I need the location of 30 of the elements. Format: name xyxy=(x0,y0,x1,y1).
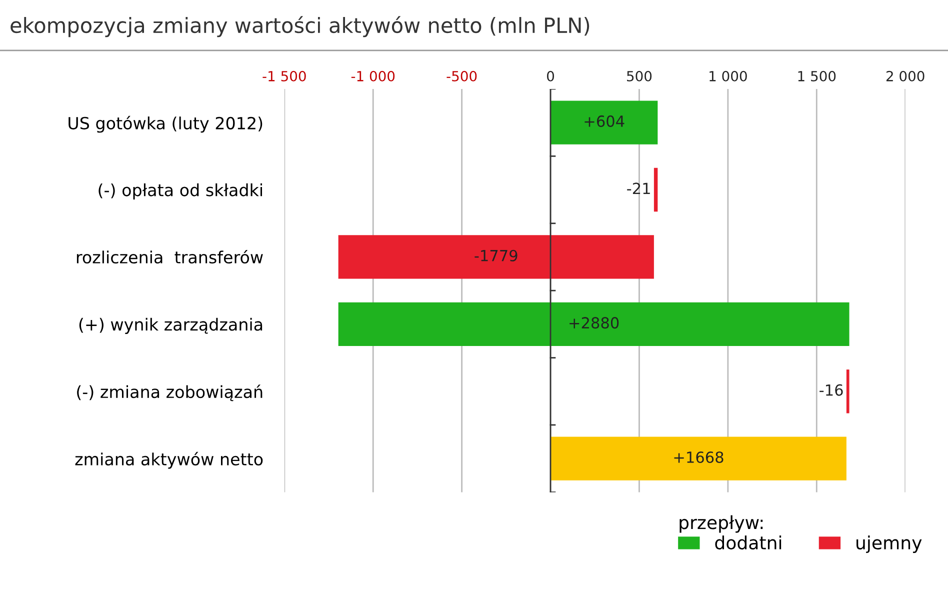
y-tick-label: US gotówka (luty 2012) xyxy=(68,116,262,133)
x-tick-label: -1 500 xyxy=(262,70,306,82)
y-tick-label: (+) wynik zarządzania xyxy=(79,318,262,334)
legend-title: przepływ: xyxy=(680,515,763,533)
bar xyxy=(654,168,658,212)
x-tick-label: 0 xyxy=(547,70,554,82)
data-label: -1779 xyxy=(474,250,518,262)
y-tick-label: zmiana aktywów netto xyxy=(75,452,263,469)
y-tick-label: rozliczenia transferów xyxy=(76,250,263,264)
bar xyxy=(338,302,850,346)
y-tick-label: (-) opłata od składki xyxy=(98,183,262,200)
bar xyxy=(550,436,846,480)
bar xyxy=(338,235,654,279)
data-label: +604 xyxy=(584,115,624,127)
legend-label: dodatni xyxy=(715,536,782,550)
data-label: -16 xyxy=(820,384,843,396)
x-tick-label: -500 xyxy=(446,70,477,82)
x-tick-label: 1 500 xyxy=(798,70,836,82)
x-tick-label: 2 000 xyxy=(886,70,924,82)
data-label: -21 xyxy=(627,182,650,194)
data-label: +1668 xyxy=(674,451,724,464)
x-tick-label: -1 000 xyxy=(351,70,395,82)
data-label: +2880 xyxy=(570,317,619,329)
chart-title: ekompozycja zmiany wartości aktywów netto (mln PLN) xyxy=(10,16,590,38)
legend-label: ujemny xyxy=(856,536,922,554)
x-tick-label: 500 xyxy=(627,70,652,82)
x-tick-label: 1 000 xyxy=(710,70,747,82)
bar xyxy=(550,100,658,144)
y-tick-label: (-) zmiana zobowiązań xyxy=(77,384,262,402)
bar xyxy=(846,370,850,414)
